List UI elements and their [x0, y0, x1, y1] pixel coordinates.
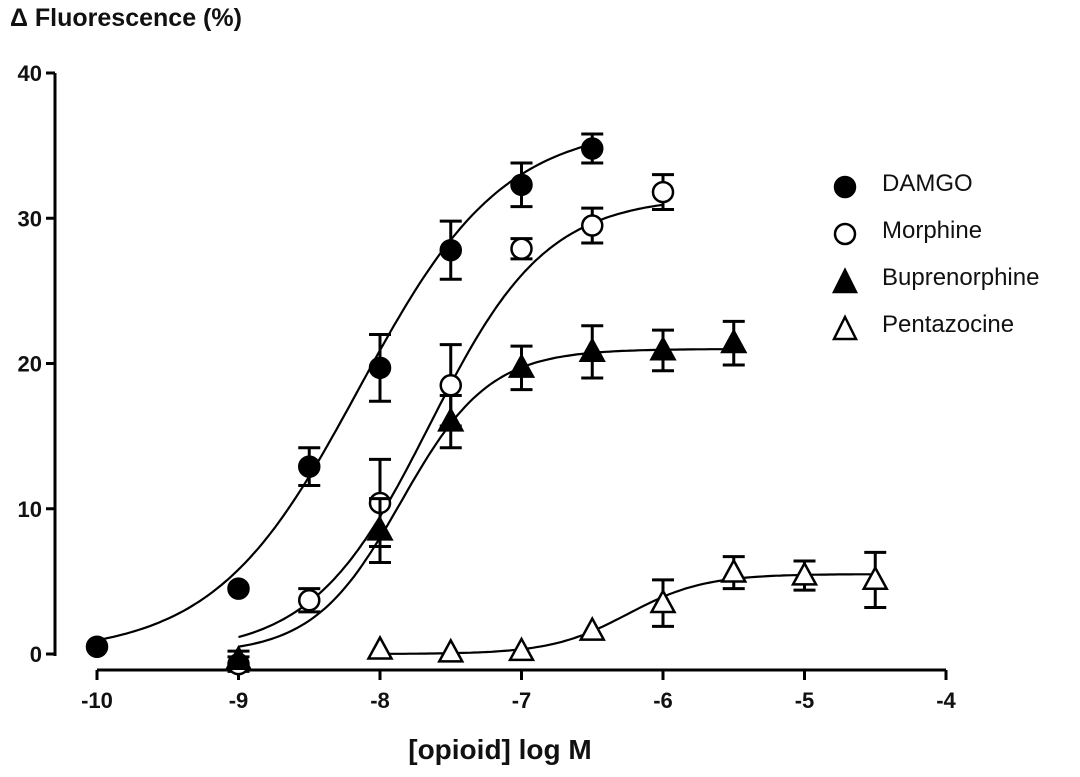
legend-label-pentazocine: Pentazocine — [882, 311, 1015, 338]
point-buprenorphine — [649, 335, 677, 361]
point-pentazocine — [578, 615, 606, 641]
legend-marker-buprenorphine — [831, 267, 859, 294]
point-buprenorphine — [720, 328, 748, 354]
point-morphine — [510, 237, 533, 261]
point-pentazocine — [720, 557, 748, 583]
legend-marker-pentazocine — [831, 314, 859, 341]
point-morphine — [439, 374, 462, 397]
y-tick-label: 0 — [30, 642, 42, 667]
point-buprenorphine — [578, 337, 606, 362]
y-tick-label: 30 — [18, 206, 42, 231]
y-tick-label: 40 — [18, 61, 42, 86]
point-pentazocine — [861, 565, 889, 590]
point-damgo — [510, 173, 533, 197]
point-morphine — [651, 180, 675, 204]
x-axis-title: [opioid] log M — [408, 734, 592, 765]
legend-label-morphine: Morphine — [882, 217, 983, 244]
x-tick-label: -8 — [370, 688, 390, 713]
point-damgo — [368, 356, 392, 380]
fit-curve-damgo — [96, 142, 593, 642]
legend-marker-morphine — [833, 222, 857, 246]
point-buprenorphine — [437, 406, 465, 432]
x-tick-label: -6 — [653, 688, 673, 713]
point-pentazocine — [366, 634, 394, 660]
fit-curve-buprenorphine — [238, 348, 734, 648]
point-pentazocine — [790, 560, 819, 586]
legend-label-buprenorphine: Buprenorphine — [882, 264, 1040, 291]
y-axis-title: Δ Fluorescence (%) — [10, 4, 242, 32]
point-buprenorphine — [507, 353, 536, 378]
legend-label-damgo: DAMGO — [882, 170, 973, 197]
point-damgo — [298, 455, 321, 478]
fit-curve-pentazocine — [380, 573, 876, 655]
point-damgo — [85, 635, 109, 658]
point-pentazocine — [649, 588, 677, 614]
point-morphine — [581, 214, 604, 237]
y-tick-label: 20 — [18, 352, 42, 377]
point-damgo — [439, 238, 462, 262]
point-morphine — [298, 589, 321, 612]
point-pentazocine — [507, 636, 536, 662]
x-tick-label: -10 — [81, 688, 113, 713]
x-tick-label: -5 — [795, 688, 815, 713]
x-tick-label: -9 — [229, 688, 249, 713]
legend-marker-damgo — [833, 175, 857, 199]
point-damgo — [581, 137, 604, 160]
x-tick-label: -4 — [936, 688, 956, 713]
point-damgo — [227, 577, 250, 600]
x-tick-label: -7 — [512, 688, 532, 713]
point-buprenorphine — [224, 645, 253, 670]
point-buprenorphine — [366, 515, 394, 541]
y-tick-label: 10 — [18, 497, 42, 522]
point-pentazocine — [437, 637, 465, 663]
